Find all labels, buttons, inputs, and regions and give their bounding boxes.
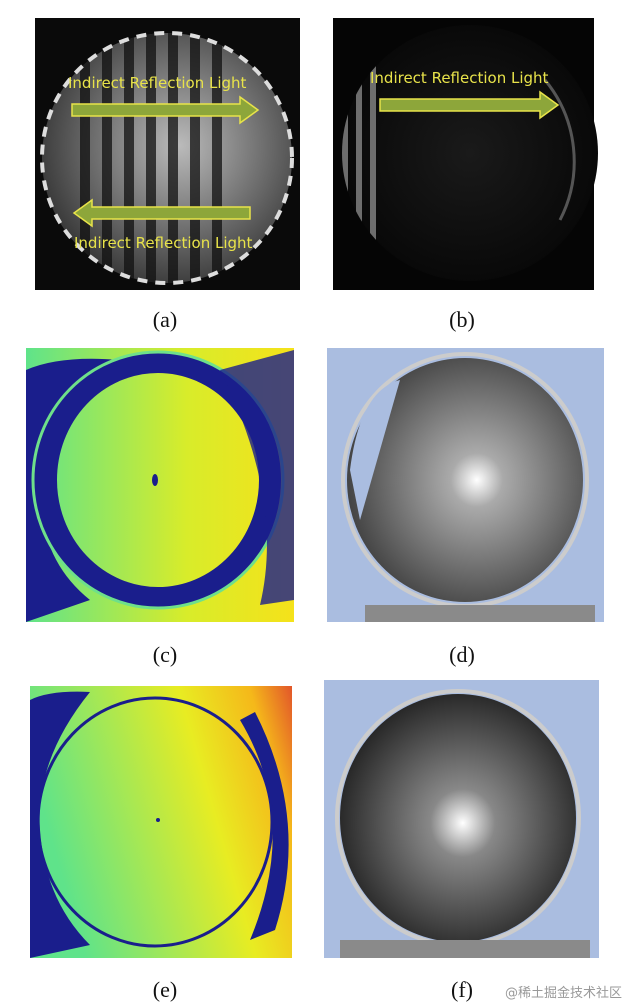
region xyxy=(350,380,400,520)
arrow xyxy=(379,90,560,120)
annotation: Indirect Reflection Light xyxy=(68,74,247,92)
stripes xyxy=(80,33,222,283)
panel-b: Indirect Reflection Light xyxy=(333,18,598,290)
caption: (d) xyxy=(449,642,475,667)
caption: (b) xyxy=(449,307,475,332)
caption: (f) xyxy=(451,977,473,1002)
rim xyxy=(36,696,274,948)
annotation: Indirect Reflection Light xyxy=(370,69,549,87)
caption: (a) xyxy=(153,307,177,332)
panel-f xyxy=(324,680,599,958)
stripes xyxy=(342,25,376,281)
region xyxy=(30,691,90,958)
region xyxy=(220,350,294,605)
arrow xyxy=(71,95,260,125)
caption: (e) xyxy=(153,977,177,1002)
base xyxy=(365,605,595,622)
panel-e xyxy=(30,686,292,958)
base xyxy=(340,940,590,958)
watermark: @稀土掘金技术社区 xyxy=(505,985,622,1001)
rim xyxy=(40,31,294,285)
panel-a: Indirect Reflection Light Indirect Refle… xyxy=(35,18,300,290)
spot xyxy=(152,474,158,486)
arrow xyxy=(72,198,251,228)
annotation: Indirect Reflection Light xyxy=(74,234,253,252)
caption: (c) xyxy=(153,642,177,667)
panel-d xyxy=(327,348,604,622)
lens xyxy=(347,358,583,602)
lens xyxy=(342,25,598,281)
rim xyxy=(543,79,576,221)
lens xyxy=(340,694,576,942)
spot xyxy=(156,818,160,822)
panel-c xyxy=(26,348,294,622)
region xyxy=(240,712,289,940)
